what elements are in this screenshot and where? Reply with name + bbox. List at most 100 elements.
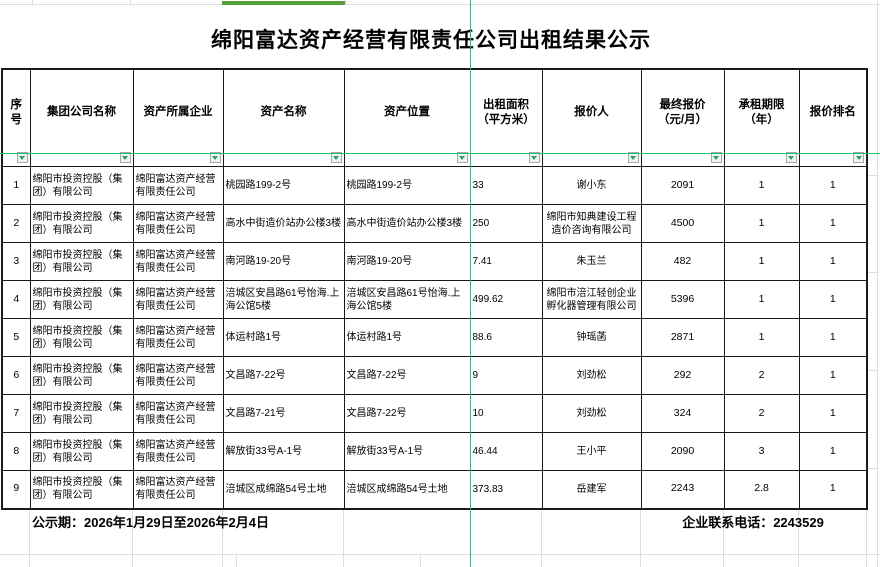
cell-group-company[interactable]: 绵阳市投资控股（集团）有限公司 — [29, 470, 134, 509]
cell-final-price[interactable]: 292 — [640, 356, 725, 395]
cell-price-rank[interactable]: 1 — [798, 242, 868, 281]
cell-final-price[interactable]: 2243 — [640, 470, 725, 509]
cell-serial-number[interactable]: 1 — [1, 166, 31, 205]
cell-bidder[interactable]: 绵阳市涪江轻创企业孵化器管理有限公司 — [541, 280, 642, 319]
cell-asset-location[interactable]: 涪城区安昌路61号怡海.上海公馆5楼 — [343, 280, 471, 319]
cell-owner-enterprise[interactable]: 绵阳富达资产经营有限责任公司 — [132, 356, 224, 395]
contact-phone-text[interactable]: 企业联系电话：2243529 — [682, 515, 824, 530]
column-header-cell[interactable]: 集团公司名称 — [29, 68, 134, 167]
cell-price-rank[interactable]: 1 — [798, 356, 868, 395]
column-header-cell[interactable]: 资产名称 — [222, 68, 345, 167]
cell-asset-name[interactable]: 南河路19-20号 — [222, 242, 345, 281]
cell-group-company[interactable]: 绵阳市投资控股（集团）有限公司 — [29, 280, 134, 319]
filter-dropdown-button[interactable] — [785, 152, 797, 163]
filter-dropdown-button[interactable] — [853, 152, 864, 163]
cell-asset-name[interactable]: 文昌路7-21号 — [222, 394, 345, 433]
cell-rent-area[interactable]: 33 — [469, 166, 543, 205]
cell-asset-location[interactable]: 文昌路7-22号 — [343, 356, 471, 395]
cell-serial-number[interactable]: 3 — [1, 242, 31, 281]
cell-bidder[interactable]: 刘劲松 — [541, 356, 642, 395]
cell-group-company[interactable]: 绵阳市投资控股（集团）有限公司 — [29, 204, 134, 243]
cell-asset-location[interactable]: 桃园路199-2号 — [343, 166, 471, 205]
cell-bidder[interactable]: 岳建军 — [541, 470, 642, 509]
filter-dropdown-button[interactable] — [119, 152, 131, 163]
cell-rent-area[interactable]: 7.41 — [469, 242, 543, 281]
cell-asset-location[interactable]: 文昌路7-22号 — [343, 394, 471, 433]
cell-serial-number[interactable]: 5 — [1, 318, 31, 357]
cell-lease-term[interactable]: 2 — [723, 394, 800, 433]
cell-owner-enterprise[interactable]: 绵阳富达资产经营有限责任公司 — [132, 204, 224, 243]
cell-bidder[interactable]: 绵阳市知典建设工程造价咨询有限公司 — [541, 204, 642, 243]
cell-price-rank[interactable]: 1 — [798, 432, 868, 471]
filter-dropdown-button[interactable] — [456, 152, 468, 163]
cell-serial-number[interactable]: 8 — [1, 432, 31, 471]
cell-asset-location[interactable]: 涪城区成绵路54号土地 — [343, 470, 471, 509]
cell-owner-enterprise[interactable]: 绵阳富达资产经营有限责任公司 — [132, 280, 224, 319]
cell-group-company[interactable]: 绵阳市投资控股（集团）有限公司 — [29, 432, 134, 471]
cell-rent-area[interactable]: 250 — [469, 204, 543, 243]
column-header-cell[interactable]: 序号 — [1, 68, 31, 167]
cell-lease-term[interactable]: 1 — [723, 204, 800, 243]
cell-group-company[interactable]: 绵阳市投资控股（集团）有限公司 — [29, 356, 134, 395]
column-header-cell[interactable]: 资产所属企业 — [132, 68, 224, 167]
cell-price-rank[interactable]: 1 — [798, 470, 868, 509]
filter-dropdown-button[interactable] — [627, 152, 639, 163]
cell-serial-number[interactable]: 6 — [1, 356, 31, 395]
cell-lease-term[interactable]: 2 — [723, 356, 800, 395]
filter-dropdown-button[interactable] — [16, 152, 28, 163]
cell-lease-term[interactable]: 1 — [723, 318, 800, 357]
cell-owner-enterprise[interactable]: 绵阳富达资产经营有限责任公司 — [132, 166, 224, 205]
cell-asset-name[interactable]: 高水中街造价站办公楼3楼 — [222, 204, 345, 243]
filter-dropdown-button[interactable] — [528, 152, 540, 163]
column-header-cell[interactable]: 资产位置 — [343, 68, 471, 167]
cell-rent-area[interactable]: 499.62 — [469, 280, 543, 319]
cell-bidder[interactable]: 谢小东 — [541, 166, 642, 205]
filter-dropdown-button[interactable] — [330, 152, 342, 163]
cell-lease-term[interactable]: 1 — [723, 166, 800, 205]
cell-final-price[interactable]: 482 — [640, 242, 725, 281]
page-title[interactable]: 绵阳富达资产经营有限责任公司出租结果公示 — [211, 29, 651, 52]
cell-final-price[interactable]: 324 — [640, 394, 725, 433]
cell-price-rank[interactable]: 1 — [798, 166, 868, 205]
cell-owner-enterprise[interactable]: 绵阳富达资产经营有限责任公司 — [132, 242, 224, 281]
cell-owner-enterprise[interactable]: 绵阳富达资产经营有限责任公司 — [132, 318, 224, 357]
cell-group-company[interactable]: 绵阳市投资控股（集团）有限公司 — [29, 242, 134, 281]
cell-group-company[interactable]: 绵阳市投资控股（集团）有限公司 — [29, 394, 134, 433]
cell-rent-area[interactable]: 88.6 — [469, 318, 543, 357]
cell-final-price[interactable]: 4500 — [640, 204, 725, 243]
cell-rent-area[interactable]: 46.44 — [469, 432, 543, 471]
cell-group-company[interactable]: 绵阳市投资控股（集团）有限公司 — [29, 166, 134, 205]
cell-asset-location[interactable]: 南河路19-20号 — [343, 242, 471, 281]
cell-lease-term[interactable]: 1 — [723, 280, 800, 319]
cell-price-rank[interactable]: 1 — [798, 280, 868, 319]
cell-owner-enterprise[interactable]: 绵阳富达资产经营有限责任公司 — [132, 432, 224, 471]
cell-lease-term[interactable]: 2.8 — [723, 470, 800, 509]
column-header-cell[interactable]: 承租期限 （年） — [723, 68, 800, 167]
filter-dropdown-button[interactable] — [209, 152, 221, 163]
cell-asset-location[interactable]: 高水中街造价站办公楼3楼 — [343, 204, 471, 243]
cell-price-rank[interactable]: 1 — [798, 394, 868, 433]
column-header-cell[interactable]: 报价人 — [541, 68, 642, 167]
cell-rent-area[interactable]: 9 — [469, 356, 543, 395]
cell-owner-enterprise[interactable]: 绵阳富达资产经营有限责任公司 — [132, 470, 224, 509]
cell-final-price[interactable]: 5396 — [640, 280, 725, 319]
cell-serial-number[interactable]: 2 — [1, 204, 31, 243]
cell-asset-name[interactable]: 文昌路7-22号 — [222, 356, 345, 395]
cell-bidder[interactable]: 王小平 — [541, 432, 642, 471]
cell-price-rank[interactable]: 1 — [798, 318, 868, 357]
cell-lease-term[interactable]: 3 — [723, 432, 800, 471]
cell-asset-location[interactable]: 解放街33号A-1号 — [343, 432, 471, 471]
cell-lease-term[interactable]: 1 — [723, 242, 800, 281]
cell-serial-number[interactable]: 4 — [1, 280, 31, 319]
cell-asset-location[interactable]: 体运村路1号 — [343, 318, 471, 357]
publicity-period-text[interactable]: 公示期：2026年1月29日至2026年2月4日 — [32, 515, 269, 530]
column-header-cell[interactable]: 最终报价 （元/月） — [640, 68, 725, 167]
column-header-cell[interactable]: 出租面积 （平方米） — [469, 68, 543, 167]
cell-rent-area[interactable]: 10 — [469, 394, 543, 433]
cell-final-price[interactable]: 2091 — [640, 166, 725, 205]
cell-bidder[interactable]: 刘劲松 — [541, 394, 642, 433]
cell-group-company[interactable]: 绵阳市投资控股（集团）有限公司 — [29, 318, 134, 357]
cell-rent-area[interactable]: 373.83 — [469, 470, 543, 509]
cell-serial-number[interactable]: 7 — [1, 394, 31, 433]
cell-final-price[interactable]: 2871 — [640, 318, 725, 357]
